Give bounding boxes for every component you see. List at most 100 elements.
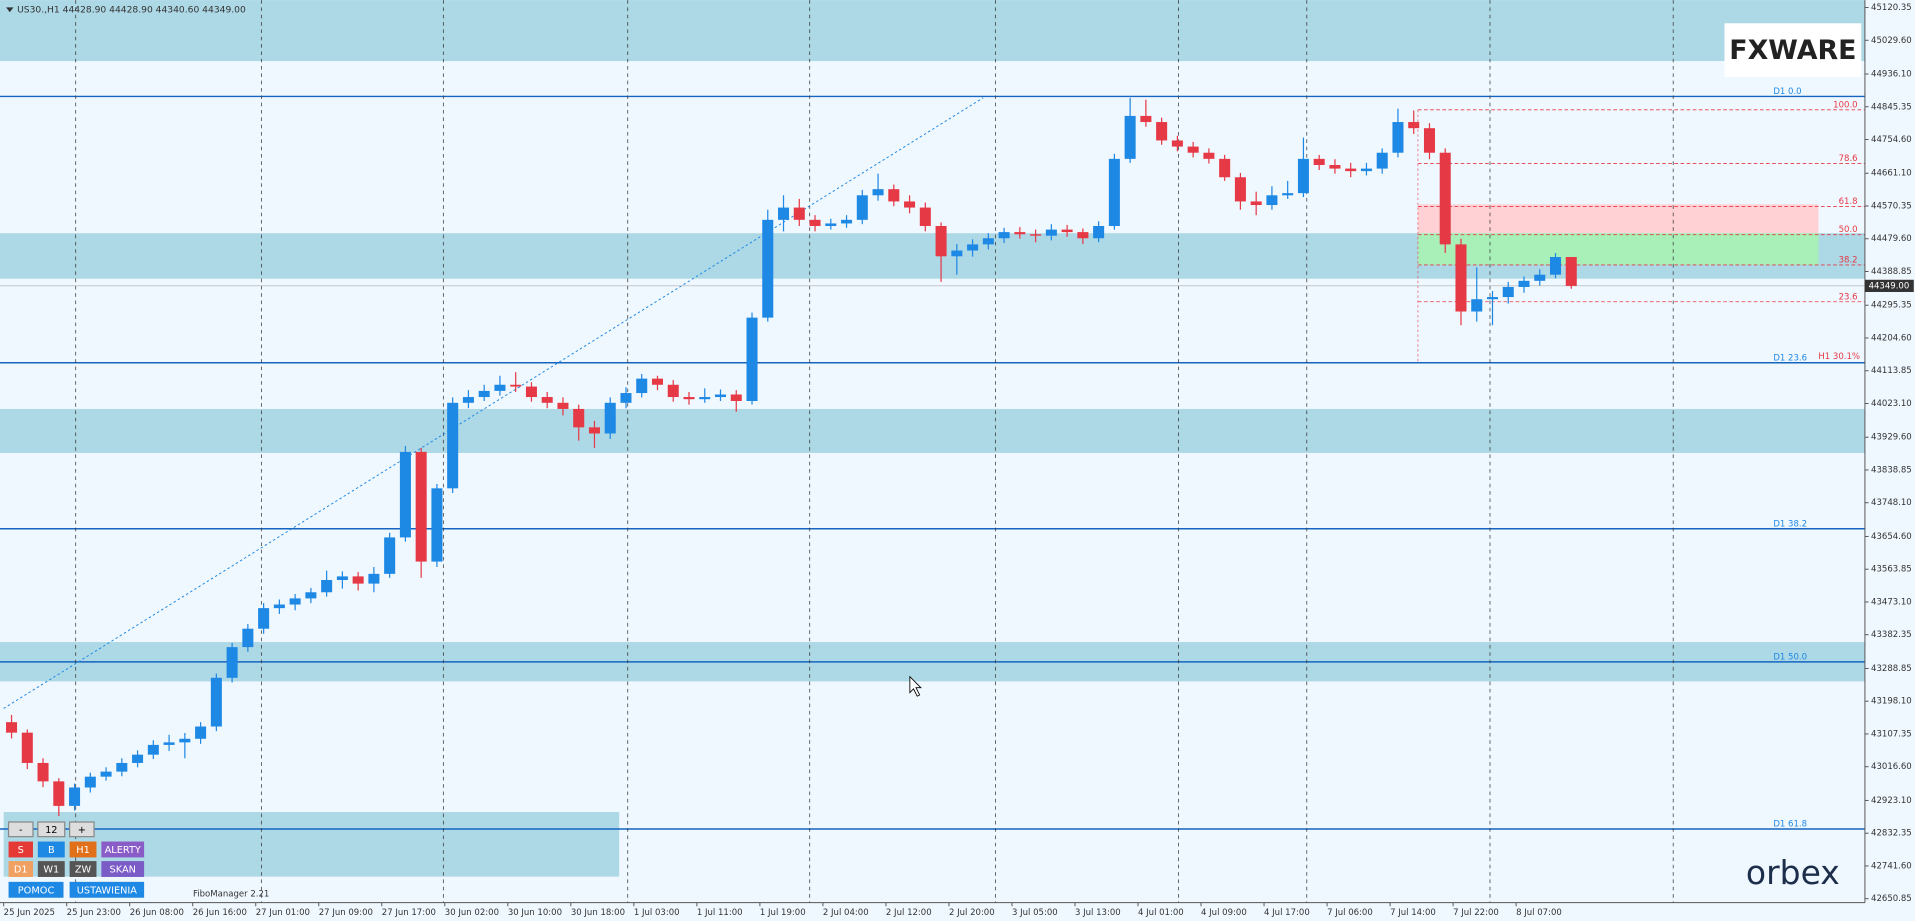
candle-body	[132, 754, 144, 763]
candle-body	[258, 608, 270, 629]
x-tick-label: 2 Jul 04:00	[823, 908, 869, 918]
button-label: W1	[43, 865, 59, 876]
candle-body	[667, 384, 679, 398]
y-tick-label: 43382.35	[1871, 630, 1912, 640]
candle-body	[1486, 297, 1499, 300]
candle-body	[525, 386, 537, 398]
y-tick-label: 44936.10	[1871, 70, 1912, 80]
y-tick-label: 44570.35	[1871, 202, 1912, 212]
button[interactable]: ALERTY	[101, 841, 145, 858]
fibo-level-label: 38.2	[1839, 256, 1858, 266]
candle-body	[1030, 234, 1042, 236]
button[interactable]: S	[8, 841, 33, 858]
candle-body	[541, 397, 553, 403]
candle-body	[1297, 158, 1309, 194]
y-tick-label: 43288.85	[1871, 664, 1912, 674]
x-tick-label: 2 Jul 20:00	[949, 908, 995, 918]
plot	[0, 97, 1865, 817]
candle-body	[195, 726, 207, 739]
candle-body	[809, 219, 821, 226]
x-tick-label: 27 Jun 09:00	[319, 908, 373, 918]
y-tick-label: 44113.85	[1871, 366, 1912, 376]
y-tick-label: 42832.35	[1871, 829, 1912, 839]
button[interactable]: -	[7, 821, 34, 838]
current-price-box	[1864, 279, 1914, 292]
candle-body	[147, 744, 159, 755]
y-tick-label: 42650.85	[1871, 894, 1912, 904]
candle-body	[919, 207, 931, 226]
candle-body	[1203, 152, 1215, 159]
button[interactable]: ZW	[69, 861, 97, 877]
target-zone	[1417, 204, 1819, 234]
x-tick-label: 1 Jul 03:00	[634, 908, 680, 918]
candle-body	[321, 579, 333, 593]
candle-body	[982, 238, 994, 245]
logo-fxware: FXWARE	[1729, 35, 1856, 66]
x-tick-label: 30 Jun 02:00	[445, 908, 499, 918]
x-tick-label: 7 Jul 22:00	[1453, 908, 1499, 918]
x-tick-label: 25 Jun 2025	[4, 908, 55, 918]
candle-body	[462, 397, 474, 403]
button[interactable]: 12	[37, 821, 66, 838]
x-tick-label: 30 Jun 18:00	[571, 908, 625, 918]
candle-body	[872, 189, 884, 196]
x-tick-label: 4 Jul 09:00	[1201, 908, 1247, 918]
candle-body	[100, 771, 112, 777]
candle-body	[352, 576, 364, 584]
candle-body	[368, 573, 380, 584]
indicator-label: FiboManager 2.21	[193, 890, 269, 900]
candle-body	[825, 223, 837, 226]
button[interactable]: SKAN	[101, 861, 145, 877]
candle-body	[998, 232, 1010, 239]
button[interactable]: H1	[69, 841, 97, 858]
y-tick-label: 44023.10	[1871, 399, 1912, 409]
candle-body	[494, 384, 506, 391]
logo-orbex: orbex	[1746, 853, 1840, 892]
x-tick-label: 2 Jul 12:00	[886, 908, 932, 918]
candle-body	[1077, 232, 1089, 239]
candle-body	[1408, 122, 1420, 129]
button[interactable]: +	[69, 821, 95, 838]
candle-body	[888, 189, 900, 202]
button[interactable]: USTAWIENIA	[69, 881, 145, 898]
candle-body	[1156, 122, 1168, 141]
button-label: -	[19, 825, 23, 836]
button[interactable]: D1	[8, 861, 33, 877]
candle-body	[305, 592, 317, 599]
d1-level-label: D1 50.0	[1773, 653, 1807, 663]
candle-body	[588, 427, 600, 434]
candle-body	[1282, 193, 1294, 196]
y-tick-label: 43016.60	[1871, 762, 1912, 772]
candle-body	[557, 402, 569, 409]
candle-body	[210, 677, 222, 727]
candle-body	[336, 576, 348, 580]
candle-body	[620, 393, 632, 403]
x-tick-label: 25 Jun 23:00	[67, 908, 121, 918]
fibo-level-label: 61.8	[1839, 197, 1858, 207]
candle-body	[1014, 232, 1026, 235]
axes: 45120.35 45029.60 44936.10 44845.35 44754.60…	[3, 3, 1914, 918]
candle-body	[1345, 168, 1357, 172]
candle-body	[762, 219, 774, 318]
candle-body	[1502, 286, 1514, 298]
candle-body	[1124, 115, 1136, 159]
candle-body	[1360, 168, 1372, 172]
candle-body	[1140, 115, 1152, 123]
button[interactable]: B	[37, 841, 65, 858]
x-tick-label: 4 Jul 01:00	[1138, 908, 1184, 918]
button-label: H1	[76, 845, 90, 856]
y-tick-label: 43563.85	[1871, 565, 1912, 575]
candle-body	[1518, 280, 1530, 287]
x-tick-label: 7 Jul 14:00	[1390, 908, 1436, 918]
candle-body	[37, 762, 49, 782]
candle-body	[116, 762, 128, 772]
button-label: S	[18, 845, 24, 856]
price-zone	[0, 408, 1865, 453]
button[interactable]: W1	[37, 861, 65, 877]
candle-body	[415, 451, 427, 562]
candle-body	[935, 225, 947, 257]
button[interactable]: POMOC	[8, 881, 64, 898]
